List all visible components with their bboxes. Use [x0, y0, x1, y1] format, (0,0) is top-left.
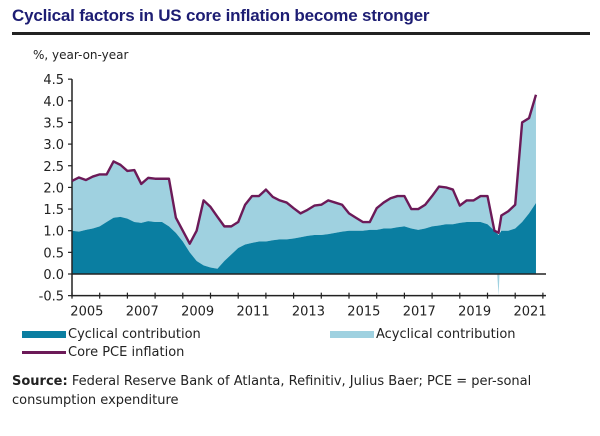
legend-item-acyclical: Acyclical contribution [330, 327, 516, 342]
y-tick-label: 1.0 [43, 225, 64, 240]
x-tick-label: 2019 [458, 305, 491, 320]
legend-item-cyclical: Cyclical contribution [22, 327, 201, 342]
core-pce-inflation-line [71, 94, 538, 245]
x-tick-label: 2015 [347, 305, 380, 320]
y-tick-label: 3.5 [43, 116, 64, 131]
x-tick-label: 2013 [292, 305, 325, 320]
x-tick-label: 2011 [237, 305, 270, 320]
x-tick-label: 2021 [514, 305, 547, 320]
cyclical-contribution-area [72, 202, 536, 274]
x-tick-label: 2009 [181, 305, 214, 320]
y-tick-label: 4.0 [43, 95, 64, 110]
x-tick-label: 2005 [70, 305, 103, 320]
x-tick-label: 2007 [126, 305, 159, 320]
y-tick-label: 2.5 [43, 160, 64, 175]
y-tick-label: 3.0 [43, 138, 64, 153]
axes-group: -0.5 0.0 0.5 1.0 1.5 2.0 2.5 3.0 3.5 4.0 4.5 2005 20… [39, 73, 547, 320]
legend-item-core-pce: Core PCE inflation [22, 345, 184, 360]
line-group [71, 94, 538, 245]
legend-label-acyclical: Acyclical contribution [376, 327, 516, 342]
areas-group [72, 94, 536, 296]
y-tick-label: 1.5 [43, 203, 64, 218]
title-rule [12, 32, 590, 35]
legend-swatch-core-pce [22, 351, 66, 354]
legend-label-cyclical: Cyclical contribution [68, 327, 201, 342]
y-tick-label: 4.5 [43, 73, 64, 88]
source-label: Source: [12, 374, 68, 389]
chart-title: Cyclical factors in US core inflation be… [12, 6, 430, 25]
y-axis-unit-label: %, year-on-year [33, 48, 129, 62]
legend-swatch-cyclical [22, 331, 66, 338]
x-tick-label: 2017 [403, 305, 436, 320]
y-tick-label: -0.5 [39, 290, 64, 305]
legend-label-core-pce: Core PCE inflation [68, 345, 185, 360]
source-text: Federal Reserve Bank of Atlanta, Refinit… [12, 374, 532, 408]
source-note: Source: Federal Reserve Bank of Atlanta,… [12, 372, 592, 410]
y-tick-label: 2.0 [43, 181, 64, 196]
y-tick-label: 0.0 [43, 268, 64, 283]
y-tick-label: 0.5 [43, 246, 64, 261]
legend-swatch-acyclical [330, 331, 374, 338]
acyclical-contribution-area [72, 94, 536, 296]
